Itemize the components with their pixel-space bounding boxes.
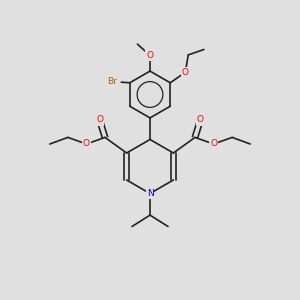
Text: N: N — [147, 189, 153, 198]
Text: Br: Br — [107, 77, 117, 86]
Text: O: O — [96, 116, 103, 124]
Text: O: O — [146, 51, 154, 60]
Text: O: O — [182, 68, 189, 77]
Text: O: O — [83, 140, 90, 148]
Text: O: O — [197, 116, 204, 124]
Text: O: O — [210, 140, 217, 148]
